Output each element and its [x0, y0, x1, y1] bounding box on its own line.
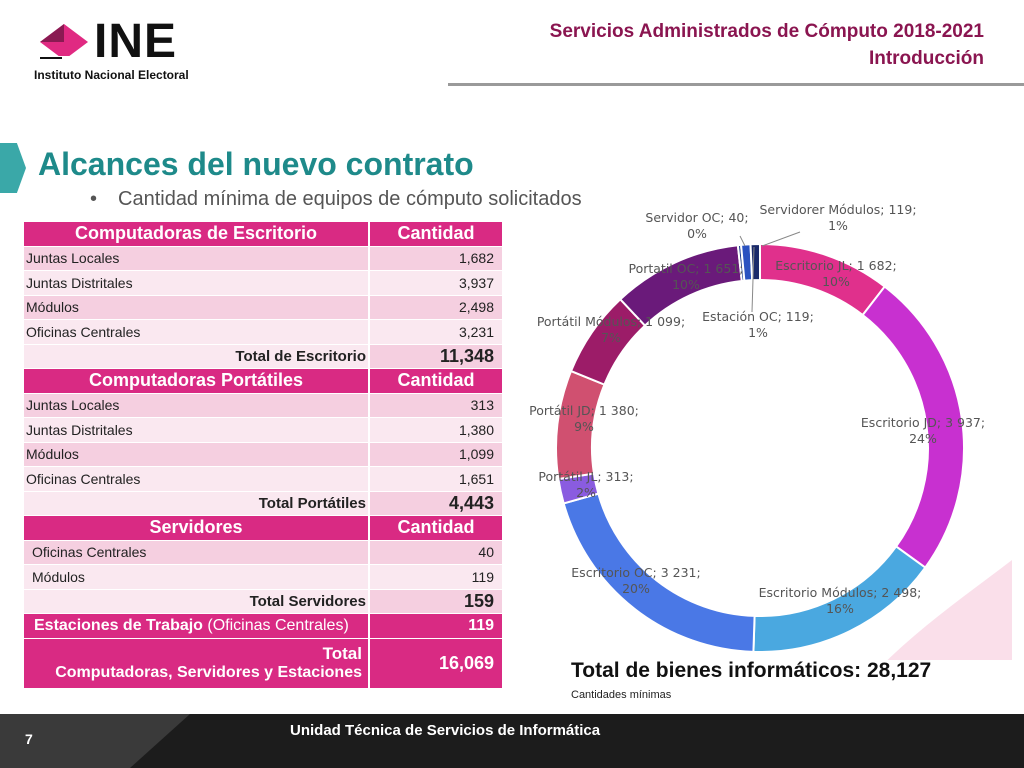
slice-label: Portátil JD; 1 380; 9% — [529, 403, 639, 434]
grand-total-value: 16,069 — [370, 638, 502, 688]
row-value: 3,231 — [370, 320, 502, 344]
total-value: 4,443 — [370, 491, 502, 515]
section-title: Alcances del nuevo contrato — [38, 146, 474, 182]
table-row: Módulos 1,099 — [24, 442, 502, 467]
header-line-2: Introducción — [868, 48, 984, 69]
leader-line — [761, 231, 801, 247]
equipment-donut-chart: Escritorio JL; 1 682; 10% Escritorio JD; 3… — [529, 202, 1012, 660]
table-row-estaciones: Estaciones de Trabajo (Oficinas Centrale… — [24, 614, 502, 639]
header-cell: Servidores — [24, 516, 370, 540]
row-label: Juntas Locales — [24, 246, 370, 270]
row-value: 2,498 — [370, 295, 502, 319]
table-row: Oficinas Centrales 3,231 — [24, 320, 502, 345]
row-label: Juntas Distritales — [24, 271, 370, 295]
estaciones-label: Estaciones de Trabajo (Oficinas Centrale… — [24, 614, 370, 638]
page-number: 7 — [25, 731, 33, 747]
slice-label: Escritorio Módulos; 2 498; 16% — [759, 585, 922, 616]
row-label: Módulos — [24, 295, 370, 319]
row-value: 1,651 — [370, 467, 502, 491]
table-header-escritorio: Computadoras de Escritorio Cantidad — [24, 222, 502, 247]
table-header-portatiles: Computadoras Portátiles Cantidad — [24, 369, 502, 394]
header-line-1: Servicios Administrados de Cómputo 2018-… — [549, 21, 984, 42]
estaciones-label-thin: (Oficinas Centrales) — [207, 616, 349, 634]
slice-label: Portatil OC; 1 651; 10% — [628, 261, 743, 292]
slice-label: Escritorio OC; 3 231; 20% — [571, 565, 700, 596]
table-row: Oficinas Centrales 40 — [24, 540, 502, 565]
footer-text: Unidad Técnica de Servicios de Informáti… — [290, 722, 601, 739]
total-label: Total Portátiles — [24, 491, 370, 515]
table-row: Juntas Locales 1,682 — [24, 246, 502, 271]
donut-slice — [749, 242, 761, 282]
row-label: Juntas Locales — [24, 393, 370, 417]
estaciones-value: 119 — [370, 614, 502, 638]
total-note: Cantidades mínimas — [571, 689, 672, 701]
row-value: 3,937 — [370, 271, 502, 295]
header-divider — [448, 83, 1024, 86]
slice-label: Portátil Módulos; 1 099; 7% — [537, 314, 685, 345]
header-cell: Cantidad — [370, 516, 502, 540]
grand-total-label: Total Computadoras, Servidores y Estacio… — [24, 638, 370, 688]
diamond-logo-icon — [38, 24, 90, 62]
leader-line — [739, 235, 746, 247]
grand-total-line2: Computadoras, Servidores y Estaciones — [55, 664, 362, 681]
total-headline: Total de bienes informáticos: 28,127 — [571, 659, 932, 682]
ine-logo: INE Instituto Nacional Electoral — [30, 15, 230, 86]
equipment-table: Computadoras de Escritorio Cantidad Junt… — [24, 222, 502, 689]
row-value: 1,099 — [370, 442, 502, 466]
header-cell: Computadoras de Escritorio — [24, 222, 370, 246]
row-label: Juntas Distritales — [24, 418, 370, 442]
row-value: 313 — [370, 393, 502, 417]
estaciones-label-bold: Estaciones de Trabajo — [34, 616, 203, 634]
table-row: Módulos 119 — [24, 565, 502, 590]
row-label: Oficinas Centrales — [24, 320, 370, 344]
table-row: Oficinas Centrales 1,651 — [24, 467, 502, 492]
table-header-servidores: Servidores Cantidad — [24, 516, 502, 541]
table-total-row: Total Portátiles 4,443 — [24, 491, 502, 516]
table-row: Juntas Distritales 3,937 — [24, 271, 502, 296]
row-value: 40 — [370, 540, 502, 564]
slice-label: Escritorio JD; 3 937; 24% — [861, 415, 985, 446]
total-label: Total de Escritorio — [24, 344, 370, 368]
header-cell: Cantidad — [370, 369, 502, 393]
document-header: Servicios Administrados de Cómputo 2018-… — [550, 18, 984, 72]
row-label: Módulos — [24, 565, 370, 589]
row-value: 119 — [370, 565, 502, 589]
slice-label: Servidorer Módulos; 119; 1% — [759, 202, 916, 233]
slice-label: Estación OC; 119; 1% — [702, 309, 814, 340]
total-value: 159 — [370, 589, 502, 613]
table-row: Juntas Distritales 1,380 — [24, 418, 502, 443]
leader-line — [751, 246, 755, 313]
logo-word: INE — [94, 15, 178, 68]
row-value: 1,682 — [370, 246, 502, 270]
slice-label: Servidor OC; 40; 0% — [645, 210, 748, 241]
section-bullet: • Cantidad mínima de equipos de cómputo s… — [90, 188, 582, 211]
row-label: Oficinas Centrales — [24, 467, 370, 491]
total-label: Total Servidores — [24, 589, 370, 613]
logo-subtitle: Instituto Nacional Electoral — [34, 68, 189, 82]
slice-label: Portátil JL; 313; 2% — [538, 469, 633, 500]
table-total-row: Total de Escritorio 11,348 — [24, 344, 502, 369]
grand-total-line1: Total — [322, 644, 362, 663]
decorative-sweep — [887, 560, 1012, 660]
row-value: 1,380 — [370, 418, 502, 442]
table-row: Juntas Locales 313 — [24, 393, 502, 418]
table-grand-total: Total Computadoras, Servidores y Estacio… — [24, 638, 502, 689]
footer-bar — [0, 714, 1024, 768]
bullet-text: Cantidad mínima de equipos de cómputo so… — [118, 188, 582, 210]
row-label: Módulos — [24, 442, 370, 466]
section-tab-marker — [0, 143, 26, 193]
slice-label: Escritorio JL; 1 682; 10% — [775, 258, 897, 289]
bullet-icon: • — [90, 188, 98, 210]
row-label: Oficinas Centrales — [24, 540, 370, 564]
header-cell: Computadoras Portátiles — [24, 369, 370, 393]
table-row: Módulos 2,498 — [24, 295, 502, 320]
header-cell: Cantidad — [370, 222, 502, 246]
total-value: 11,348 — [370, 344, 502, 368]
table-total-row: Total Servidores 159 — [24, 589, 502, 614]
